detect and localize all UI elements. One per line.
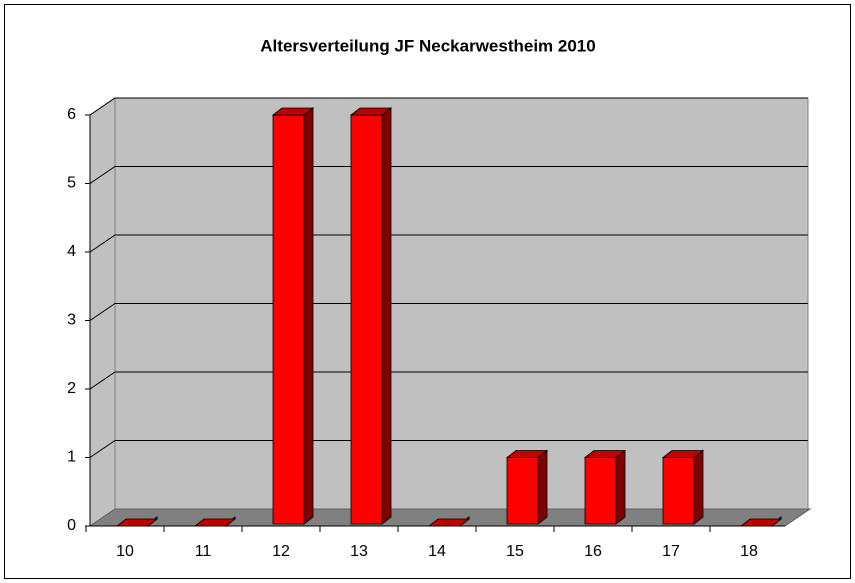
bar-top	[193, 518, 237, 527]
chart-title: Altersverteilung JF Neckarwestheim 2010	[260, 36, 595, 55]
x-tick-label: 11	[195, 543, 212, 560]
x-tick-label: 18	[740, 543, 758, 560]
bar-side	[381, 107, 392, 525]
grid-line	[89, 166, 808, 184]
x-tick-label: 16	[584, 543, 602, 560]
grid-line	[89, 440, 808, 458]
bar	[272, 114, 305, 525]
bar	[506, 457, 539, 525]
bar-top	[505, 450, 549, 458]
y-tick-label: 1	[67, 449, 76, 466]
y-tick-label: 4	[67, 243, 76, 260]
bar	[350, 114, 383, 525]
x-tick-label: 10	[116, 543, 134, 560]
bar-top	[583, 450, 627, 458]
x-tick-label: 17	[662, 543, 680, 560]
bar-top	[349, 107, 393, 116]
y-tick-label: 6	[67, 106, 76, 123]
bar	[662, 457, 695, 525]
bar	[584, 457, 617, 525]
x-tick-label: 13	[350, 543, 368, 560]
bar-top	[271, 107, 315, 116]
grid-line	[89, 371, 808, 390]
grid-line	[89, 303, 808, 321]
y-tick-label: 0	[67, 517, 76, 534]
bar-top	[661, 450, 705, 458]
bar-side	[537, 449, 548, 525]
grid-line	[89, 97, 808, 116]
y-tick-label: 2	[67, 380, 76, 397]
bar-top	[739, 518, 783, 527]
bar-top	[427, 518, 471, 527]
grid-line	[89, 234, 808, 253]
bar-top	[115, 518, 159, 527]
x-tick-label: 14	[428, 543, 446, 560]
bar-side	[615, 449, 626, 525]
bar-side	[693, 449, 704, 525]
y-tick-label: 5	[67, 175, 76, 192]
x-tick-label: 12	[272, 543, 290, 560]
x-tick-label: 15	[506, 543, 524, 560]
y-tick-label: 3	[67, 312, 76, 329]
bar-side	[303, 107, 314, 525]
